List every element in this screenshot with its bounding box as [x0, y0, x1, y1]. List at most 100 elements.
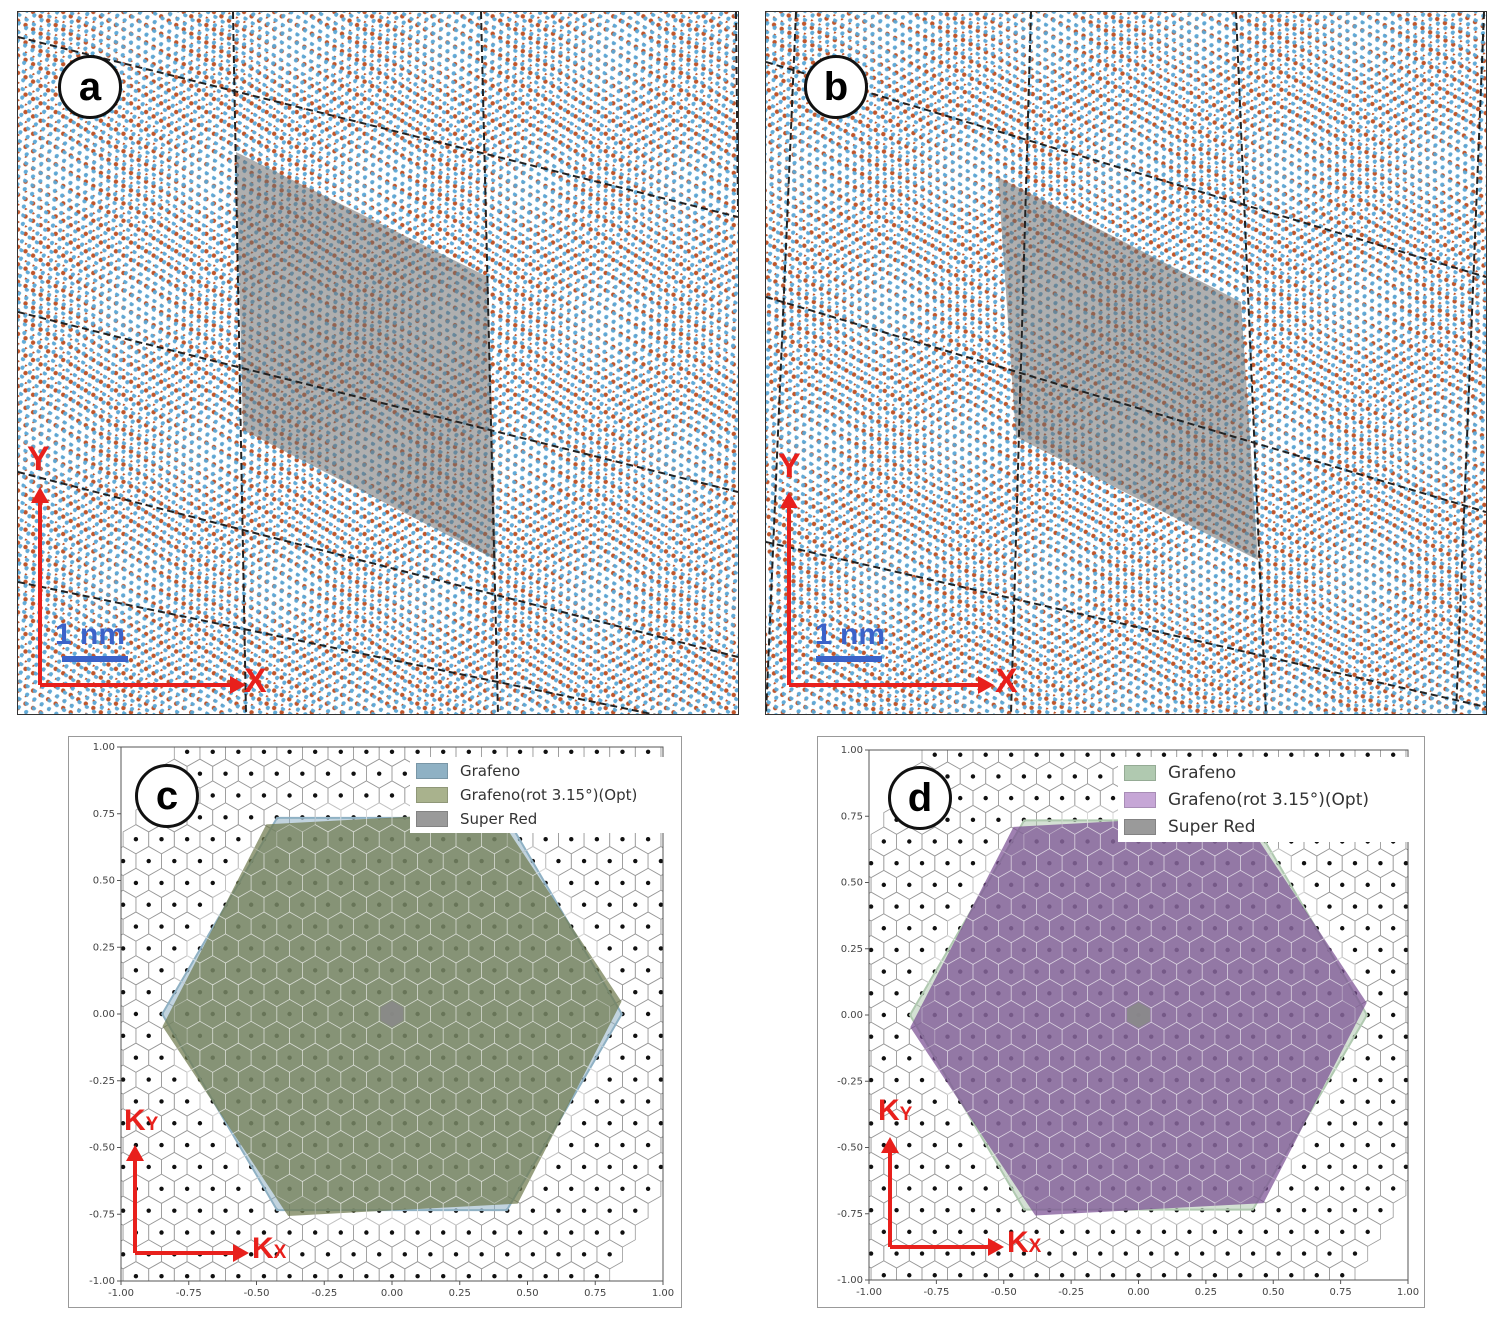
reciprocal-point [351, 1252, 356, 1257]
bz-cell-overlay [1099, 913, 1127, 944]
reciprocal-point [389, 1274, 395, 1279]
bz-cell-overlay [1227, 1086, 1254, 1117]
bz-cell-overlay [532, 955, 559, 986]
bz-cell-overlay [558, 1086, 585, 1117]
bz-cell [213, 737, 239, 745]
reciprocal-point [894, 1164, 899, 1170]
bz-cell-overlay [455, 867, 483, 898]
reciprocal-point [1365, 1142, 1370, 1148]
reciprocal-point [569, 1186, 574, 1192]
bz-cell-overlay [1138, 891, 1165, 922]
bz-cell-overlay [1125, 869, 1152, 900]
bz-cell-overlay [959, 1108, 987, 1139]
reciprocal-point [569, 880, 574, 886]
bz-cell [98, 1305, 124, 1307]
bz-cell [302, 1305, 328, 1307]
bz-cell-overlay [263, 977, 291, 1008]
reciprocal-point [1302, 1295, 1306, 1299]
legend-item: Grafeno(rot 3.15°)(Opt) [1124, 786, 1414, 813]
reciprocal-point [1416, 1143, 1420, 1147]
reciprocal-point [607, 858, 612, 864]
bz-cell [1419, 936, 1424, 965]
bz-cell-overlay [1265, 1108, 1292, 1139]
reciprocal-point [159, 1230, 164, 1235]
reciprocal-point [1161, 1229, 1167, 1235]
reciprocal-point [1289, 1229, 1294, 1235]
bz-cell-overlay [455, 955, 483, 986]
bz-cell [674, 978, 681, 1007]
reciprocal-point [1098, 774, 1103, 779]
bz-cell-overlay [1087, 1021, 1114, 1052]
bz-cell-overlay [404, 911, 431, 942]
bz-cell-overlay [263, 1020, 291, 1051]
reciprocal-point [1263, 1229, 1269, 1235]
x-tick-label: 1.00 [1397, 1287, 1419, 1298]
reciprocal-point [1238, 752, 1243, 757]
reciprocal-point [261, 1230, 267, 1235]
reciprocal-point [210, 880, 215, 886]
reciprocal-point [1378, 1077, 1383, 1083]
bz-cell-overlay [301, 1086, 329, 1117]
bz-cell-overlay [442, 846, 470, 877]
bz-cell [1291, 737, 1317, 748]
bz-cell-overlay [959, 891, 987, 922]
bz-cell-overlay [1214, 1108, 1241, 1139]
reciprocal-point [645, 1099, 651, 1104]
reciprocal-point [108, 1056, 112, 1060]
reciprocal-point [1340, 1229, 1345, 1235]
legend-item-label: Super Red [460, 810, 538, 828]
reciprocal-point [184, 1142, 190, 1148]
y-tick-label: -0.75 [89, 1209, 115, 1220]
bz-cell-overlay [985, 1108, 1012, 1139]
panel-label-c: c [135, 764, 199, 828]
reciprocal-point [831, 926, 835, 930]
reciprocal-point [658, 1033, 663, 1039]
bz-cell-overlay [365, 1195, 393, 1226]
bz-cell-overlay [1163, 1108, 1190, 1139]
bz-cell-overlay [1252, 913, 1280, 944]
reciprocal-point [620, 1186, 625, 1192]
bz-cell-overlay [1278, 869, 1305, 900]
bz-cell [674, 1065, 681, 1094]
bz-cell [1419, 1109, 1424, 1138]
bz-cell [72, 1218, 98, 1247]
bz-cell-overlay [1112, 1065, 1139, 1095]
reciprocal-point [1289, 752, 1294, 757]
bz-cell-overlay [301, 867, 329, 898]
legend-item-label: Grafeno(rot 3.15°)(Opt) [1168, 789, 1370, 810]
bz-cell-overlay [493, 1020, 521, 1051]
reciprocal-point [287, 793, 292, 798]
reciprocal-point [569, 1274, 574, 1279]
x-tick-label: 0.50 [516, 1288, 538, 1299]
bz-cell [1049, 1304, 1074, 1307]
reciprocal-point [1187, 1273, 1192, 1278]
legend-swatch [1124, 764, 1156, 781]
bz-cell-overlay [1176, 869, 1203, 900]
bz-cell-overlay [1112, 891, 1139, 922]
reciprocal-point [184, 1186, 190, 1192]
bz-cell-overlay [378, 867, 406, 898]
bz-cell [1304, 1304, 1330, 1307]
reciprocal-point [831, 1143, 835, 1147]
reciprocal-point [403, 1296, 407, 1300]
reciprocal-point [919, 860, 925, 866]
bz-cell-overlay [481, 867, 508, 898]
bz-cell-overlay [1099, 1000, 1127, 1030]
bz-cell-overlay [972, 869, 999, 900]
reciprocal-point [672, 881, 676, 885]
reciprocal-point [184, 1099, 190, 1104]
bz-cell-overlay [365, 846, 393, 877]
reciprocal-point [428, 1296, 432, 1300]
bz-cell-overlay [1290, 1021, 1318, 1052]
bz-cell-overlay [468, 933, 495, 964]
bz-cell-overlay [1074, 826, 1101, 857]
bz-cell-overlay [570, 1020, 598, 1051]
bz-cell [869, 1092, 872, 1111]
bz-cell-overlay [391, 846, 419, 877]
bz-cell [1215, 1283, 1241, 1308]
x-tick-label: -0.50 [244, 1288, 270, 1299]
bz-cell-overlay [1010, 1021, 1038, 1052]
bz-cell-overlay [1150, 1043, 1178, 1074]
bz-cell [1405, 962, 1408, 981]
bz-cell [121, 1179, 124, 1198]
